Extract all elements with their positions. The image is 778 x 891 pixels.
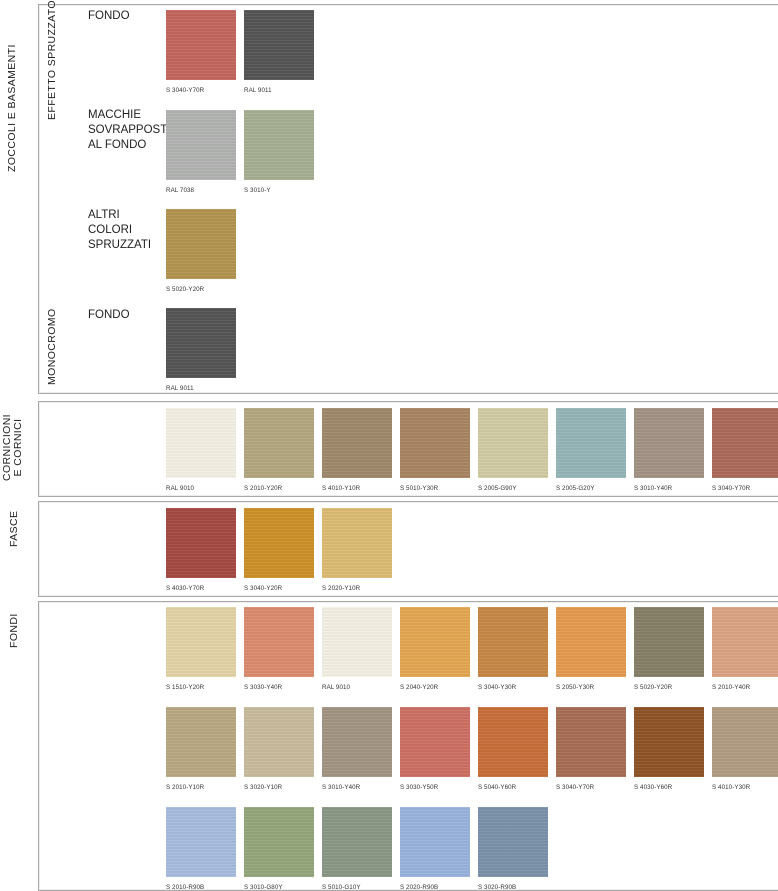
color-code-label: S 1510-Y20R bbox=[166, 684, 205, 691]
color-swatch bbox=[244, 508, 314, 578]
color-swatch bbox=[244, 408, 314, 478]
color-swatch bbox=[166, 408, 236, 478]
color-code-label: S 2020-R90B bbox=[400, 884, 439, 891]
color-swatch bbox=[166, 807, 236, 877]
color-code-label: S 3030-Y40R bbox=[244, 684, 283, 691]
color-swatch bbox=[322, 807, 392, 877]
color-swatch bbox=[400, 607, 470, 677]
color-swatch bbox=[478, 408, 548, 478]
color-swatch bbox=[478, 707, 548, 777]
section-label-fondi: FONDI bbox=[8, 613, 20, 648]
color-code-label: RAL 9011 bbox=[244, 87, 272, 94]
color-code-label: S 3010-Y40R bbox=[634, 485, 673, 492]
color-code-label: S 3040-Y20R bbox=[244, 585, 283, 592]
color-code-label: S 2005-G20Y bbox=[556, 485, 595, 492]
color-swatch bbox=[244, 10, 314, 80]
color-swatch bbox=[244, 707, 314, 777]
color-code-label: RAL 7038 bbox=[166, 187, 195, 194]
color-swatch bbox=[556, 607, 626, 677]
color-code-label: S 2040-Y20R bbox=[400, 684, 439, 691]
label-fondo-effetto: FONDO bbox=[88, 10, 130, 22]
section-label-cornicioni: CORNICIONI E CORNICI bbox=[1, 414, 24, 481]
color-code-label: S 3040-Y70R bbox=[556, 784, 595, 791]
color-swatch bbox=[400, 408, 470, 478]
subsection-label-monocromo: MONOCROMO bbox=[46, 308, 58, 385]
color-code-label: RAL 9010 bbox=[166, 485, 195, 492]
label-fondo-monocromo: FONDO bbox=[88, 309, 130, 321]
color-swatch bbox=[166, 607, 236, 677]
color-code-label: S 3010-Y bbox=[244, 187, 271, 194]
color-code-label: S 3040-Y70R bbox=[712, 485, 751, 492]
color-code-label: S 3020-Y10R bbox=[244, 784, 283, 791]
color-swatch bbox=[556, 408, 626, 478]
color-code-label: S 2050-Y30R bbox=[556, 684, 595, 691]
color-code-label: S 2020-Y10R bbox=[322, 585, 361, 592]
color-swatch bbox=[166, 110, 236, 180]
section-label-zoccoli: ZOCCOLI E BASAMENTI bbox=[6, 44, 18, 172]
panel-fasce bbox=[38, 501, 778, 597]
color-swatch bbox=[556, 707, 626, 777]
label-altri-colori: ALTRI COLORI SPRUZZATI bbox=[88, 209, 152, 251]
color-code-label: S 3010-G80Y bbox=[244, 884, 283, 891]
color-code-label: S 5020-Y20R bbox=[634, 684, 673, 691]
color-swatch bbox=[634, 607, 704, 677]
color-swatch bbox=[322, 607, 392, 677]
color-swatch bbox=[712, 607, 778, 677]
color-code-label: RAL 9010 bbox=[322, 684, 351, 691]
color-swatch bbox=[244, 607, 314, 677]
color-code-label: S 5040-Y60R bbox=[478, 784, 517, 791]
color-swatch bbox=[634, 408, 704, 478]
color-swatch bbox=[634, 707, 704, 777]
color-swatch bbox=[712, 707, 778, 777]
color-code-label: S 4030-Y60R bbox=[634, 784, 673, 791]
color-swatch bbox=[478, 807, 548, 877]
color-swatch bbox=[322, 408, 392, 478]
color-swatch bbox=[166, 10, 236, 80]
color-code-label: S 3040-Y70R bbox=[166, 87, 205, 94]
color-code-label: S 2010-Y20R bbox=[244, 485, 283, 492]
panel-cornicioni bbox=[38, 401, 778, 497]
color-code-label: RAL 9011 bbox=[166, 385, 194, 392]
color-code-label: S 4030-Y70R bbox=[166, 585, 205, 592]
color-swatch bbox=[166, 308, 236, 378]
label-macchie: MACCHIE SOVRAPPOSTE AL FONDO bbox=[88, 109, 175, 151]
color-code-label: S 2010-Y10R bbox=[166, 784, 205, 791]
subsection-label-effetto-spruzzato: EFFETTO SPRUZZATO bbox=[46, 0, 58, 120]
panel-zoccoli bbox=[38, 4, 778, 394]
color-code-label: S 5010-Y30R bbox=[400, 485, 439, 492]
color-swatch bbox=[322, 707, 392, 777]
color-code-label: S 5010-G10Y bbox=[322, 884, 361, 891]
color-code-label: S 4010-Y10R bbox=[322, 485, 361, 492]
color-code-label: S 3030-Y50R bbox=[400, 784, 439, 791]
color-code-label: S 5020-Y20R bbox=[166, 286, 205, 293]
color-swatch bbox=[244, 110, 314, 180]
color-code-label: S 3040-Y30R bbox=[478, 684, 517, 691]
color-code-label: S 2010-Y40R bbox=[712, 684, 751, 691]
color-swatch bbox=[166, 508, 236, 578]
color-swatch bbox=[400, 807, 470, 877]
color-swatch bbox=[478, 607, 548, 677]
color-swatch bbox=[244, 807, 314, 877]
color-code-label: S 3010-Y40R bbox=[322, 784, 361, 791]
color-code-label: S 3020-R90B bbox=[478, 884, 517, 891]
color-swatch bbox=[166, 209, 236, 279]
color-swatch bbox=[712, 408, 778, 478]
color-swatch bbox=[166, 707, 236, 777]
color-code-label: S 2005-G90Y bbox=[478, 485, 517, 492]
color-code-label: S 2010-R90B bbox=[166, 884, 205, 891]
color-swatch bbox=[322, 508, 392, 578]
color-code-label: S 4010-Y30R bbox=[712, 784, 751, 791]
section-label-fasce: FASCE bbox=[8, 510, 20, 547]
color-swatch bbox=[400, 707, 470, 777]
